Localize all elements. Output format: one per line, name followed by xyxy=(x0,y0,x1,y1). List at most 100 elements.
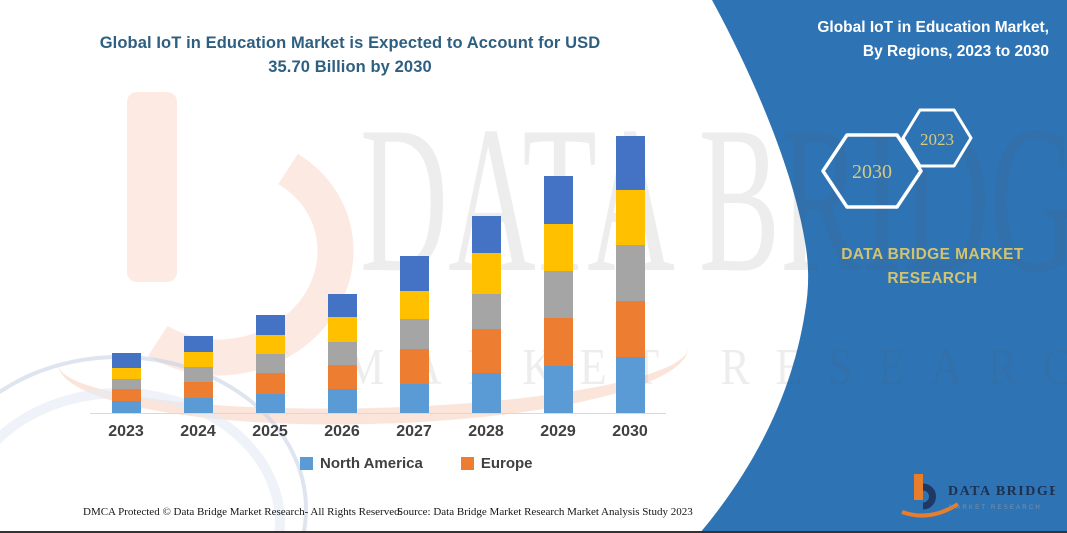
hexagon-2030-label: 2030 xyxy=(852,161,892,183)
legend-label: North America xyxy=(320,455,423,472)
brand-wordmark-line1: DATA BRIDGE MARKET xyxy=(841,246,1024,263)
bar-column-2028 xyxy=(450,216,522,413)
bar-column-2026 xyxy=(306,294,378,413)
plot-area xyxy=(90,133,666,414)
x-axis-label-2029: 2029 xyxy=(540,423,576,440)
bar-segment-north-america-2030 xyxy=(615,357,645,413)
bar-segment-europe-2026 xyxy=(327,364,357,389)
brand-wordmark-line2: RESEARCH xyxy=(887,270,978,288)
bar-segment-unlabeled-series-4-2029 xyxy=(543,224,573,272)
footer-copyright: DMCA Protected © Data Bridge Market Rese… xyxy=(83,506,403,518)
bar-segment-unlabeled-series-5-2024 xyxy=(183,336,213,352)
panel-heading: Global IoT in Education Market, By Regio… xyxy=(749,16,1049,64)
bar-segment-unlabeled-series-4-2025 xyxy=(255,334,285,355)
panel-heading-line1: Global IoT in Education Market, xyxy=(817,19,1049,36)
stacked-bar-2029 xyxy=(543,176,573,413)
stacked-bar-2030 xyxy=(615,135,645,413)
x-axis-label-2030: 2030 xyxy=(612,423,648,440)
x-axis-label-2027: 2027 xyxy=(396,423,432,440)
logo-subtext: MARKET RESEARCH xyxy=(949,505,1042,511)
year-hexagons: 2030 2023 xyxy=(821,108,973,209)
bar-segment-unlabeled-series-5-2029 xyxy=(543,176,573,225)
bar-segment-unlabeled-series-3-2028 xyxy=(471,293,501,330)
legend-swatch-icon xyxy=(300,457,313,470)
bar-segment-unlabeled-series-4-2024 xyxy=(183,351,213,368)
logo-text: DATA BRIDGE xyxy=(948,484,1055,499)
bar-segment-unlabeled-series-5-2026 xyxy=(327,294,357,318)
bar-segment-unlabeled-series-5-2028 xyxy=(471,216,501,254)
x-axis-label-2028: 2028 xyxy=(468,423,504,440)
bar-segment-europe-2029 xyxy=(543,318,573,367)
bar-segment-unlabeled-series-4-2026 xyxy=(327,317,357,342)
panel-heading-line2: By Regions, 2023 to 2030 xyxy=(862,43,1049,61)
chart-legend: North America Europe xyxy=(300,455,533,472)
bar-segment-north-america-2027 xyxy=(399,384,429,413)
chart-title-line1: Global IoT in Education Market is Expect… xyxy=(99,34,601,52)
watermark-logo-stem-shape xyxy=(127,92,177,282)
legend-label: Europe xyxy=(480,455,533,472)
stacked-bar-2023 xyxy=(111,353,141,413)
bar-column-2023 xyxy=(90,353,162,413)
watermark-small-text: MARKET RESEARCH xyxy=(345,339,1067,396)
bar-segment-europe-2024 xyxy=(183,382,213,398)
bar-segment-north-america-2025 xyxy=(255,393,285,413)
bar-segment-unlabeled-series-4-2030 xyxy=(615,190,645,246)
bar-segment-unlabeled-series-3-2025 xyxy=(255,354,285,374)
bar-segment-unlabeled-series-5-2025 xyxy=(255,315,285,335)
bar-segment-north-america-2024 xyxy=(183,397,213,413)
legend-item-north-america: North America xyxy=(300,455,423,472)
chart-title-line2: 35.70 Billion by 2030 xyxy=(268,57,432,76)
bar-segment-unlabeled-series-3-2027 xyxy=(399,319,429,350)
bar-segment-unlabeled-series-4-2027 xyxy=(399,291,429,320)
bar-segment-unlabeled-series-4-2028 xyxy=(471,253,501,294)
brand-wordmark: DATA BRIDGE MARKET RESEARCH xyxy=(810,243,1055,291)
bar-segment-unlabeled-series-5-2027 xyxy=(399,256,429,292)
bottom-border-line xyxy=(0,531,1067,533)
bar-segment-unlabeled-series-3-2026 xyxy=(327,341,357,365)
stacked-bar-2024 xyxy=(183,336,213,413)
bar-column-2030 xyxy=(594,135,666,413)
bar-segment-unlabeled-series-5-2023 xyxy=(111,353,141,369)
footer-source: Source: Data Bridge Market Research Mark… xyxy=(397,506,693,518)
bar-column-2029 xyxy=(522,176,594,413)
logo-b-stem-icon xyxy=(914,474,923,500)
bar-segment-europe-2023 xyxy=(111,389,141,402)
x-axis-labels: 2023 2024 2025 2026 2027 2028 2029 2030 xyxy=(90,423,666,441)
chart-title: Global IoT in Education Market is Expect… xyxy=(60,32,640,80)
logo-b-bowl-icon xyxy=(922,483,936,510)
bar-segment-europe-2028 xyxy=(471,329,501,373)
bar-segment-north-america-2029 xyxy=(543,366,573,413)
bar-segment-europe-2027 xyxy=(399,349,429,385)
legend-swatch-icon xyxy=(460,457,474,470)
bar-column-2027 xyxy=(378,256,450,413)
x-axis-label-2024: 2024 xyxy=(180,423,216,440)
bar-segment-unlabeled-series-3-2024 xyxy=(183,367,213,382)
logo-swoosh-icon xyxy=(901,502,960,518)
hexagon-2023-shape xyxy=(901,108,973,168)
bar-segment-north-america-2023 xyxy=(111,401,141,413)
hexagon-2030-shape xyxy=(821,133,923,209)
stacked-bar-2025 xyxy=(255,315,285,413)
bar-column-2025 xyxy=(234,315,306,413)
bar-segment-unlabeled-series-3-2029 xyxy=(543,271,573,319)
x-axis-label-2023: 2023 xyxy=(108,423,144,440)
databridge-logo: DATA BRIDGE MARKET RESEARCH xyxy=(901,474,1055,518)
bar-segment-north-america-2028 xyxy=(471,372,501,413)
bar-segment-unlabeled-series-3-2030 xyxy=(615,245,645,302)
stacked-bar-2026 xyxy=(327,294,357,413)
side-panel-shape xyxy=(700,0,1067,533)
stacked-bar-2028 xyxy=(471,216,501,413)
bar-segment-europe-2025 xyxy=(255,373,285,394)
bar-segment-unlabeled-series-3-2023 xyxy=(111,378,141,390)
bar-segment-unlabeled-series-5-2030 xyxy=(615,135,645,191)
hexagon-2023-label: 2023 xyxy=(920,130,954,149)
x-axis-label-2026: 2026 xyxy=(324,423,360,440)
legend-item-europe: Europe xyxy=(460,455,533,472)
stacked-bar-2027 xyxy=(399,256,429,413)
bar-segment-europe-2030 xyxy=(615,301,645,358)
bar-segment-unlabeled-series-4-2023 xyxy=(111,368,141,379)
x-axis-label-2025: 2025 xyxy=(252,423,288,440)
bar-segment-north-america-2026 xyxy=(327,388,357,413)
bar-column-2024 xyxy=(162,336,234,413)
